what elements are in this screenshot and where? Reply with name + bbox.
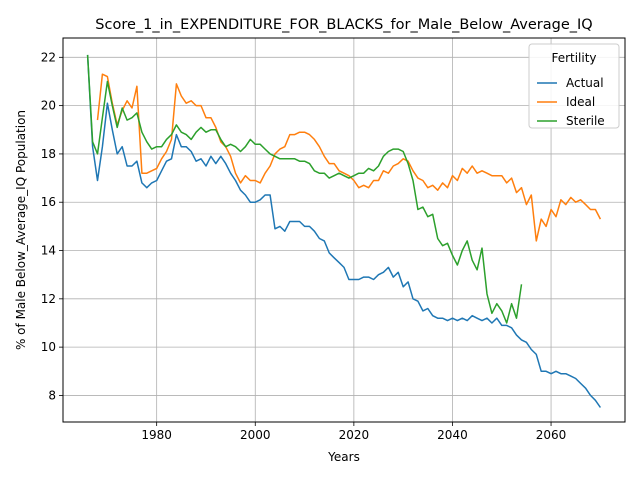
legend-items: Actual Ideal Sterile (537, 76, 605, 128)
plot-area (62, 37, 626, 423)
y-tick-label: 12 (41, 292, 56, 306)
legend-label-sterile: Sterile (566, 114, 605, 128)
y-axis-ticks: 8 10 12 14 16 18 20 22 (41, 50, 63, 402)
x-axis-label: Years (327, 450, 360, 464)
y-tick-label: 22 (41, 50, 56, 64)
x-tick-label: 2020 (339, 428, 370, 442)
series-line-actual (86, 54, 602, 408)
series-line-sterile (86, 54, 523, 324)
y-tick-label: 8 (48, 388, 56, 402)
legend-label-actual: Actual (566, 76, 604, 90)
legend-label-ideal: Ideal (566, 95, 595, 109)
y-tick-label: 20 (41, 99, 56, 113)
legend-box (528, 43, 620, 129)
y-tick-label: 18 (41, 147, 56, 161)
legend-title: Fertility (551, 51, 596, 65)
y-tick-label: 10 (41, 340, 56, 354)
x-tick-label: 2060 (536, 428, 567, 442)
x-tick-label: 2000 (240, 428, 271, 442)
y-axis-label: % of Male Below_Average_IQ Population (14, 110, 28, 350)
y-tick-label: 14 (41, 244, 56, 258)
legend: Fertility Actual Ideal Sterile (528, 43, 620, 129)
x-tick-label: 1980 (141, 428, 172, 442)
y-tick-label: 16 (41, 195, 56, 209)
series-line-ideal (96, 73, 602, 242)
x-axis-ticks: 1980 2000 2020 2040 2060 (141, 422, 566, 442)
x-tick-label: 2040 (437, 428, 468, 442)
chart-title: Score_1_in_EXPENDITURE_FOR_BLACKS_for_Ma… (95, 17, 592, 33)
series-lines (86, 54, 602, 408)
